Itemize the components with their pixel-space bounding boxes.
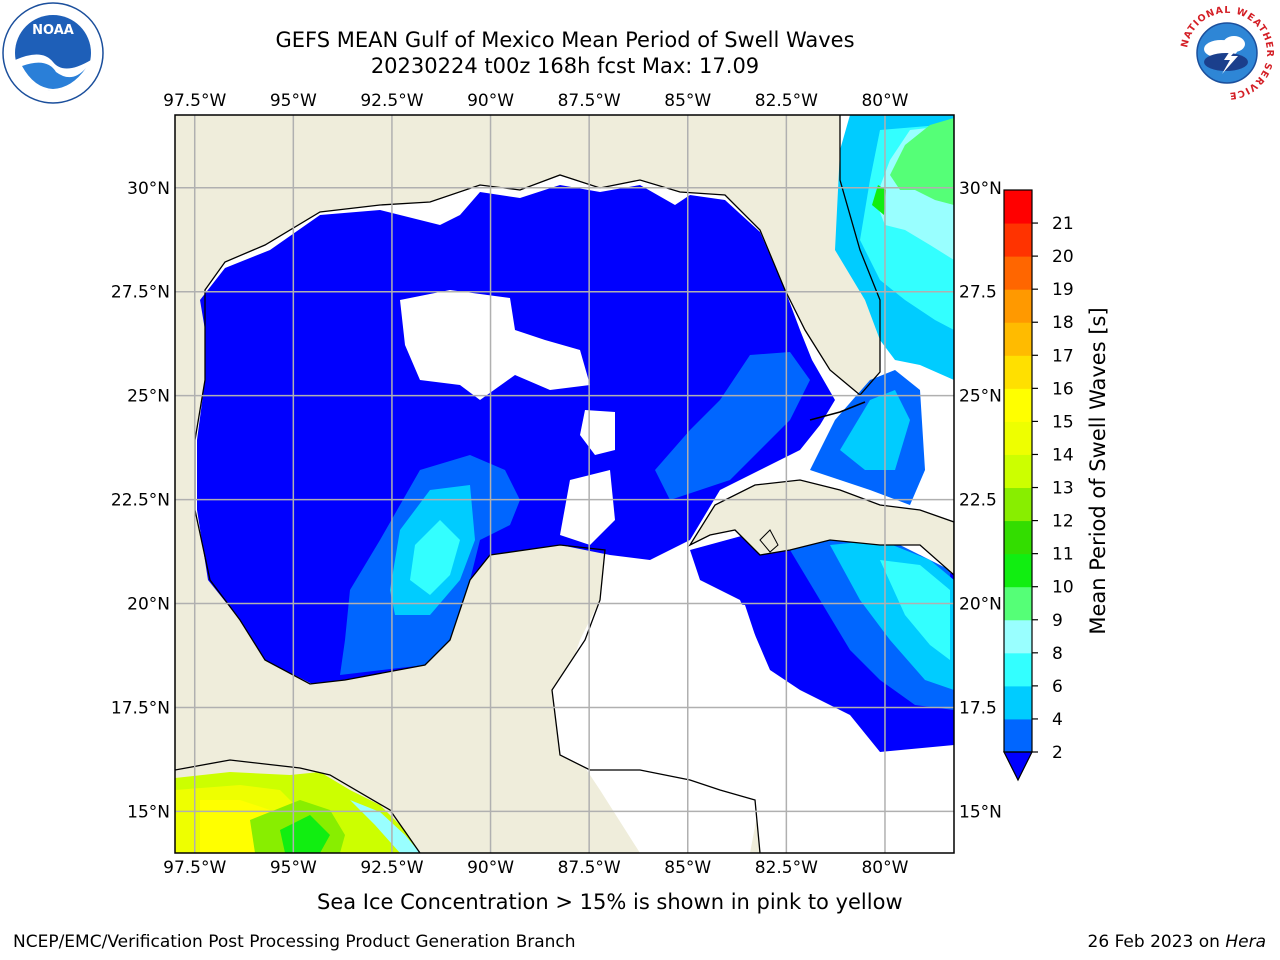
colorbar-tick-label: 6 bbox=[1052, 677, 1063, 697]
lon-tick-label-bottom: 85°W bbox=[664, 858, 711, 878]
colorbar-segment bbox=[1004, 289, 1032, 323]
coastline-keys bbox=[809, 401, 866, 421]
colorbar-label: Mean Period of Swell Waves [s] bbox=[1086, 307, 1110, 634]
lon-tick-label-top: 87.5°W bbox=[558, 91, 621, 111]
footer-credit: NCEP/EMC/Verification Post Processing Pr… bbox=[13, 932, 576, 952]
colorbar-tick-label: 12 bbox=[1052, 512, 1074, 532]
lon-tick-label-bottom: 97.5°W bbox=[163, 858, 226, 878]
noaa-logo-text: NOAA bbox=[32, 23, 74, 38]
colorbar-segment bbox=[1004, 487, 1032, 522]
colorbar-segment bbox=[1004, 388, 1032, 422]
noaa-logo: NOAA bbox=[2, 2, 104, 104]
coastline-gulf-north bbox=[204, 115, 881, 396]
lon-tick-label-top: 85°W bbox=[664, 91, 711, 111]
colorbar-segment bbox=[1004, 256, 1032, 290]
swell-band-under-2s bbox=[197, 185, 835, 684]
lat-tick-label-left: 25°N bbox=[127, 387, 170, 407]
lat-tick-label-right: 20°N bbox=[959, 595, 1002, 615]
colorbar-segment bbox=[1004, 421, 1032, 455]
land-isle-of-youth bbox=[759, 529, 779, 553]
colorbar-tick-label: 21 bbox=[1052, 214, 1074, 234]
lat-tick-label-right: 25°N bbox=[959, 387, 1002, 407]
chart-subtitle: 20230224 t00z 168h fcst Max: 17.09 bbox=[370, 54, 760, 78]
colorbar-segment bbox=[1004, 190, 1032, 224]
colorbar-frame bbox=[1003, 189, 1033, 753]
footer-host: Hera bbox=[1225, 932, 1266, 952]
colorbar-segment bbox=[1004, 652, 1032, 687]
colorbar-tick-label: 10 bbox=[1052, 578, 1074, 598]
lon-tick-label-bottom: 80°W bbox=[861, 858, 908, 878]
lat-tick-label-left: 22.5°N bbox=[111, 491, 170, 511]
colorbar-segment bbox=[1004, 553, 1032, 588]
colorbar-segment bbox=[1004, 718, 1032, 753]
map-frame bbox=[174, 114, 955, 854]
colorbar-tick-label: 9 bbox=[1052, 611, 1063, 631]
colorbar-segment bbox=[1004, 454, 1032, 489]
swell-band-10-11s bbox=[872, 185, 886, 215]
footer-timestamp: 26 Feb 2023 on Hera bbox=[1088, 932, 1266, 952]
lon-tick-label-top: 97.5°W bbox=[163, 91, 226, 111]
colorbar-tick-label: 16 bbox=[1052, 379, 1074, 399]
lat-tick-label-left: 17.5°N bbox=[111, 698, 170, 718]
colorbar-segment bbox=[1004, 355, 1032, 389]
colorbar-tick-label: 17 bbox=[1052, 346, 1074, 366]
lon-tick-label-bottom: 95°W bbox=[270, 858, 317, 878]
lat-tick-label-left: 15°N bbox=[127, 802, 170, 822]
colorbar-segment bbox=[1004, 520, 1032, 555]
no-data-patch bbox=[560, 470, 615, 545]
lat-tick-label-right: 17.5 bbox=[959, 698, 997, 718]
colorbar-tick-label: 14 bbox=[1052, 445, 1074, 465]
colorbar-tick-label: 19 bbox=[1052, 280, 1074, 300]
lat-tick-label-right: 22.5 bbox=[959, 491, 997, 511]
map-area bbox=[175, 115, 954, 853]
lon-tick-label-bottom: 92.5°W bbox=[360, 858, 423, 878]
colorbar-tick-label: 20 bbox=[1052, 247, 1074, 267]
lat-tick-label-left: 30°N bbox=[127, 179, 170, 199]
lon-tick-label-top: 95°W bbox=[270, 91, 317, 111]
colorbar-tick-label: 2 bbox=[1052, 743, 1063, 763]
lon-tick-label-bottom: 82.5°W bbox=[755, 858, 818, 878]
colorbar-segment bbox=[1004, 619, 1032, 654]
colorbar-segment bbox=[1004, 322, 1032, 356]
lon-tick-label-top: 92.5°W bbox=[360, 91, 423, 111]
coastline-pacific bbox=[175, 759, 421, 853]
colorbar-tick-label: 11 bbox=[1052, 545, 1074, 565]
colorbar-tick-label: 8 bbox=[1052, 644, 1063, 664]
lon-tick-label-top: 82.5°W bbox=[755, 91, 818, 111]
swell-band-10-11s-pacific bbox=[280, 815, 330, 853]
colorbar-tick-label: 15 bbox=[1052, 412, 1074, 432]
colorbar-tick-label: 4 bbox=[1052, 710, 1063, 730]
lon-tick-label-bottom: 87.5°W bbox=[558, 858, 621, 878]
lat-tick-label-left: 20°N bbox=[127, 595, 170, 615]
sea-ice-note: Sea Ice Concentration > 15% is shown in … bbox=[317, 890, 903, 914]
colorbar-under-arrow bbox=[1003, 751, 1033, 782]
colorbar-segment bbox=[1004, 223, 1032, 257]
colorbar-tick-label: 18 bbox=[1052, 313, 1074, 333]
land-cuba bbox=[688, 479, 954, 576]
lat-tick-label-left: 27.5°N bbox=[111, 283, 170, 303]
colorbar-segment bbox=[1004, 685, 1032, 720]
lon-tick-label-top: 90°W bbox=[467, 91, 514, 111]
colorbar-tick-label: 13 bbox=[1052, 479, 1074, 499]
lon-tick-label-bottom: 90°W bbox=[467, 858, 514, 878]
lat-tick-label-right: 15°N bbox=[959, 802, 1002, 822]
swell-band-9-10s bbox=[890, 118, 954, 205]
nws-logo: NATIONAL WEATHER SERVICE bbox=[1178, 4, 1276, 102]
chart-title: GEFS MEAN Gulf of Mexico Mean Period of … bbox=[275, 28, 855, 52]
swell-band-8-9s-pacific bbox=[350, 800, 420, 853]
lat-tick-label-right: 30°N bbox=[959, 179, 1002, 199]
swell-band-6-8s-gulf bbox=[410, 520, 460, 595]
lat-tick-label-right: 27.5 bbox=[959, 283, 997, 303]
swell-band-4-6s-straits bbox=[840, 390, 910, 470]
colorbar-segment bbox=[1004, 586, 1032, 621]
swell-band-2-4s-east bbox=[655, 352, 810, 500]
lon-tick-label-top: 80°W bbox=[861, 91, 908, 111]
swell-band-6-8s-caribbean bbox=[880, 560, 950, 660]
no-data-patch bbox=[400, 290, 590, 400]
footer-date: 26 Feb 2023 on bbox=[1087, 932, 1226, 952]
no-data-patch bbox=[560, 570, 770, 853]
